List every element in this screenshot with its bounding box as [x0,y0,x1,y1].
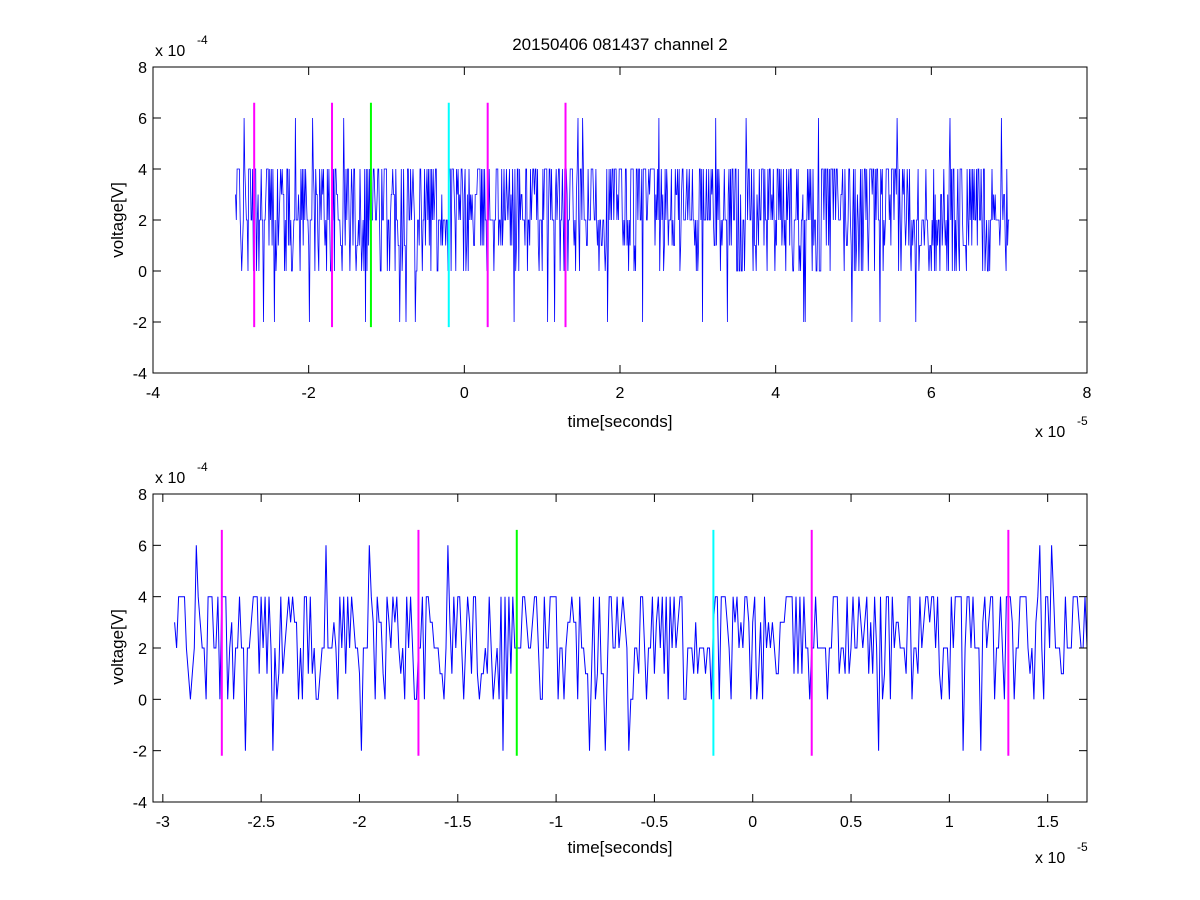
bottom-ytick-label: 4 [138,590,147,607]
top-ytick-label: -4 [133,366,147,383]
bottom-ylabel: voltage[V] [108,609,127,685]
bottom-ytick-label: -4 [133,795,147,812]
top-xtick-label: 2 [616,385,625,402]
bottom-ytick-label: 6 [138,538,147,555]
bottom-xtick-label: -2 [352,814,366,831]
bottom-xtick-label: 0 [748,814,757,831]
top-ylabel: voltage[V] [108,182,127,258]
bottom-axes: -3 -2.5 -2 -1.5 -1 -0.5 0 0.5 1 1.5 -4 -2 0 2 4 6 8 time… [108,460,1088,867]
bottom-ytick-label: -2 [133,744,147,761]
bottom-xtick-label: -1 [549,814,563,831]
bottom-xtick-label: 0.5 [840,814,862,831]
bottom-xtick-label: -0.5 [641,814,669,831]
top-ticks: -4 -2 0 2 4 6 8 -4 -2 0 2 4 6 8 [133,60,1092,402]
bottom-xtick-label: 1.5 [1037,814,1059,831]
bottom-x-power: -5 [1077,840,1088,854]
bottom-y-multiplier: x 10 [155,470,185,487]
top-xtick-label: 8 [1083,385,1092,402]
top-axes: 20150406 081437 channel 2 -4 -2 0 2 4 6 8 -4 -2 0… [108,33,1092,441]
top-ytick-label: 4 [138,162,147,179]
top-marker-layer [253,102,567,328]
top-ytick-label: 6 [138,111,147,128]
top-xtick-label: 6 [927,385,936,402]
bottom-ytick-label: 0 [138,692,147,709]
top-y-power: -4 [197,33,208,47]
top-xtick-label: -2 [302,385,316,402]
top-y-exponent: x 10 -4 [155,33,208,60]
top-x-power: -5 [1077,414,1088,428]
bottom-x-exponent: x 10 -5 [1035,840,1088,867]
bottom-trace-layer [174,545,1088,751]
bottom-ticks: -3 -2.5 -2 -1.5 -1 -0.5 0 0.5 1 1.5 -4 -2 0 2 4 6 8 [133,487,1087,831]
bottom-ytick-label: 2 [138,641,147,658]
top-ytick-label: -2 [133,315,147,332]
top-ytick-label: 2 [138,213,147,230]
top-voltage-trace [235,117,1010,323]
top-trace-layer [235,117,1010,323]
bottom-xtick-label: 1 [945,814,954,831]
top-x-multiplier: x 10 [1035,424,1065,441]
bottom-y-exponent: x 10 -4 [155,460,208,487]
top-axes-frame [152,66,1088,374]
bottom-xtick-label: -2.5 [247,814,275,831]
top-xtick-label: -4 [146,385,160,402]
bottom-xlabel: time[seconds] [568,838,673,857]
top-x-exponent: x 10 -5 [1035,414,1088,441]
bottom-x-multiplier: x 10 [1035,850,1065,867]
top-xlabel: time[seconds] [568,412,673,431]
top-ytick-label: 8 [138,60,147,77]
top-xtick-label: 4 [771,385,780,402]
bottom-y-power: -4 [197,460,208,474]
top-ytick-label: 0 [138,264,147,281]
bottom-ytick-label: 8 [138,487,147,504]
bottom-marker-layer [220,529,1010,756]
bottom-xtick-label: -3 [156,814,170,831]
top-title: 20150406 081437 channel 2 [512,35,728,54]
top-xtick-label: 0 [460,385,469,402]
bottom-voltage-trace [174,545,1088,751]
top-y-multiplier: x 10 [155,43,185,60]
bottom-xtick-label: -1.5 [444,814,472,831]
